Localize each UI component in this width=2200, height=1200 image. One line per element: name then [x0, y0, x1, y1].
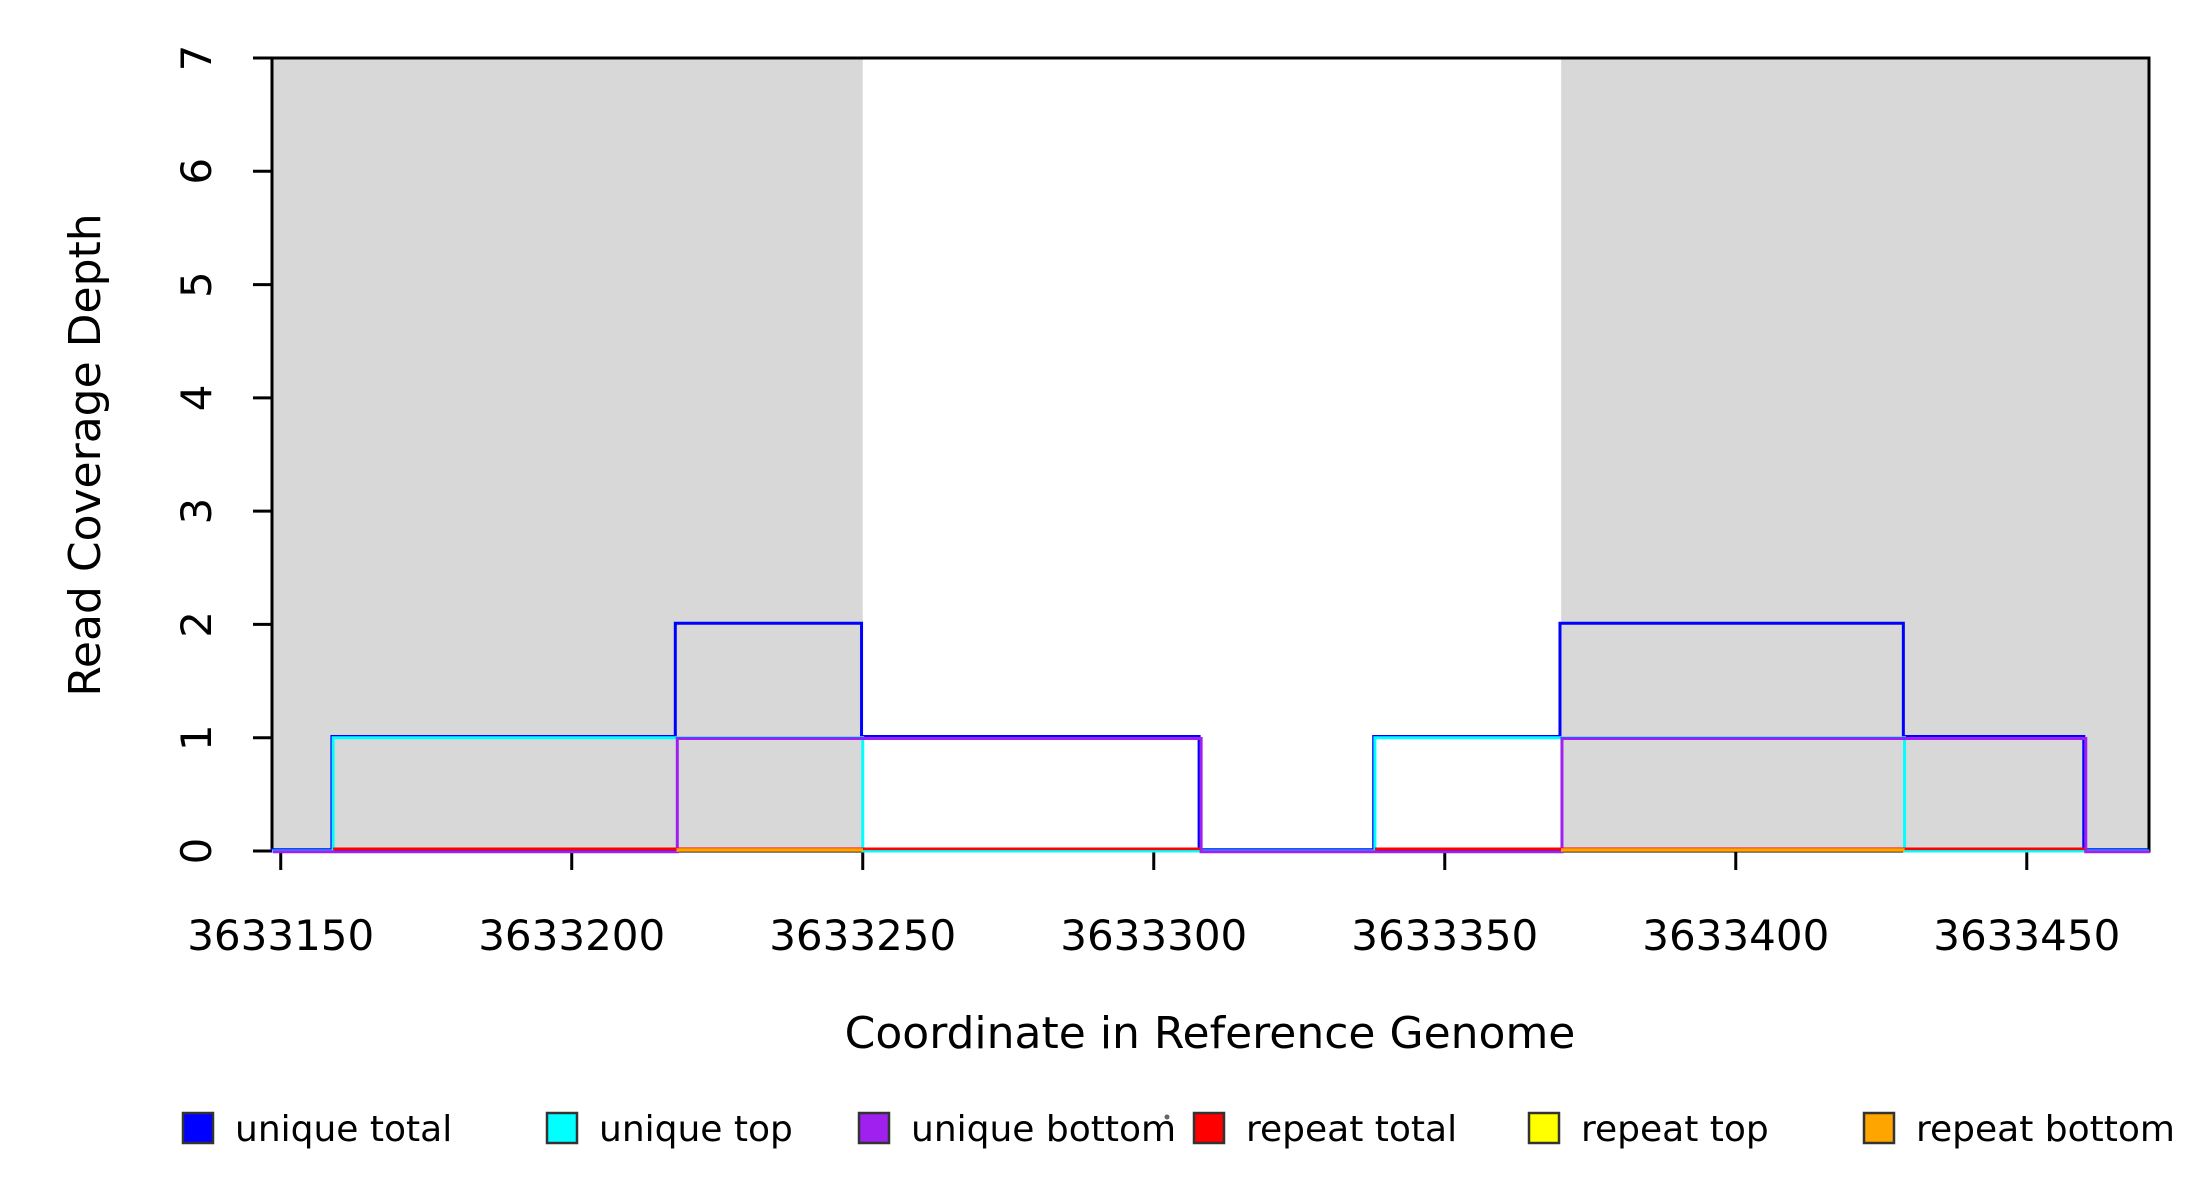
legend-swatch-repeat-total [1192, 1111, 1226, 1145]
legend-item-unique-total: unique total [181, 1109, 452, 1150]
highlighted-region [272, 58, 863, 851]
legend-swatch-repeat-top [1527, 1111, 1561, 1145]
series-line-unique-bottom [272, 737, 2150, 854]
legend-swatch-unique-top [545, 1111, 579, 1145]
highlighted-region [1561, 58, 2149, 851]
legend-swatch-unique-bottom [857, 1111, 891, 1145]
legend-swatch-repeat-bottom [1862, 1111, 1896, 1145]
y-axis-tick-label: 5 [172, 271, 221, 298]
legend: unique total unique top unique bottom repea… [181, 1109, 2175, 1150]
y-axis-tick-label: 4 [172, 384, 221, 411]
stray-mark [1164, 1114, 1170, 1120]
legend-label-unique-bottom: unique bottom [911, 1109, 1176, 1150]
x-axis-tick-label: 3633300 [1060, 911, 1247, 960]
axis-ticks [253, 56, 2029, 870]
series-line-unique-top [272, 736, 2149, 853]
x-axis-title: Coordinate in Reference Genome [845, 1008, 1576, 1059]
legend-item-unique-bottom: unique bottom [857, 1109, 1176, 1150]
legend-label-repeat-bottom: repeat bottom [1916, 1109, 2175, 1150]
x-axis-tick-label: 3633350 [1351, 911, 1538, 960]
legend-label-unique-total: unique total [235, 1109, 452, 1150]
legend-label-unique-top: unique top [599, 1109, 793, 1150]
y-axis-tick-label: 1 [172, 724, 221, 751]
x-axis-tick-label: 3633200 [478, 911, 665, 960]
y-axis-tick-label: 0 [172, 838, 221, 865]
x-axis-tick-label: 3633400 [1642, 911, 1829, 960]
legend-label-repeat-total: repeat total [1246, 1109, 1457, 1150]
x-axis-tick-label: 3633450 [1933, 911, 2120, 960]
y-axis-tick-label: 3 [172, 498, 221, 525]
y-axis-tick-label: 2 [172, 611, 221, 638]
legend-item-repeat-bottom: repeat bottom [1862, 1109, 2175, 1150]
legend-item-repeat-total: repeat total [1192, 1109, 1457, 1150]
legend-item-repeat-top: repeat top [1527, 1109, 1769, 1150]
x-axis-tick-label: 3633250 [769, 911, 956, 960]
legend-label-repeat-top: repeat top [1581, 1109, 1769, 1150]
y-axis-tick-label: 7 [172, 45, 221, 72]
y-axis-title: Read Coverage Depth [60, 213, 111, 696]
legend-swatch-unique-total [181, 1111, 215, 1145]
axis-tick-labels: 3633150 3633200 3633250 3633300 3633350 36334… [172, 45, 2120, 960]
highlighted-regions [272, 58, 2149, 851]
y-axis-tick-label: 6 [172, 158, 221, 185]
coverage-step-lines [270, 621, 2150, 854]
x-axis-tick-label: 3633150 [187, 911, 374, 960]
legend-item-unique-top: unique top [545, 1109, 793, 1150]
